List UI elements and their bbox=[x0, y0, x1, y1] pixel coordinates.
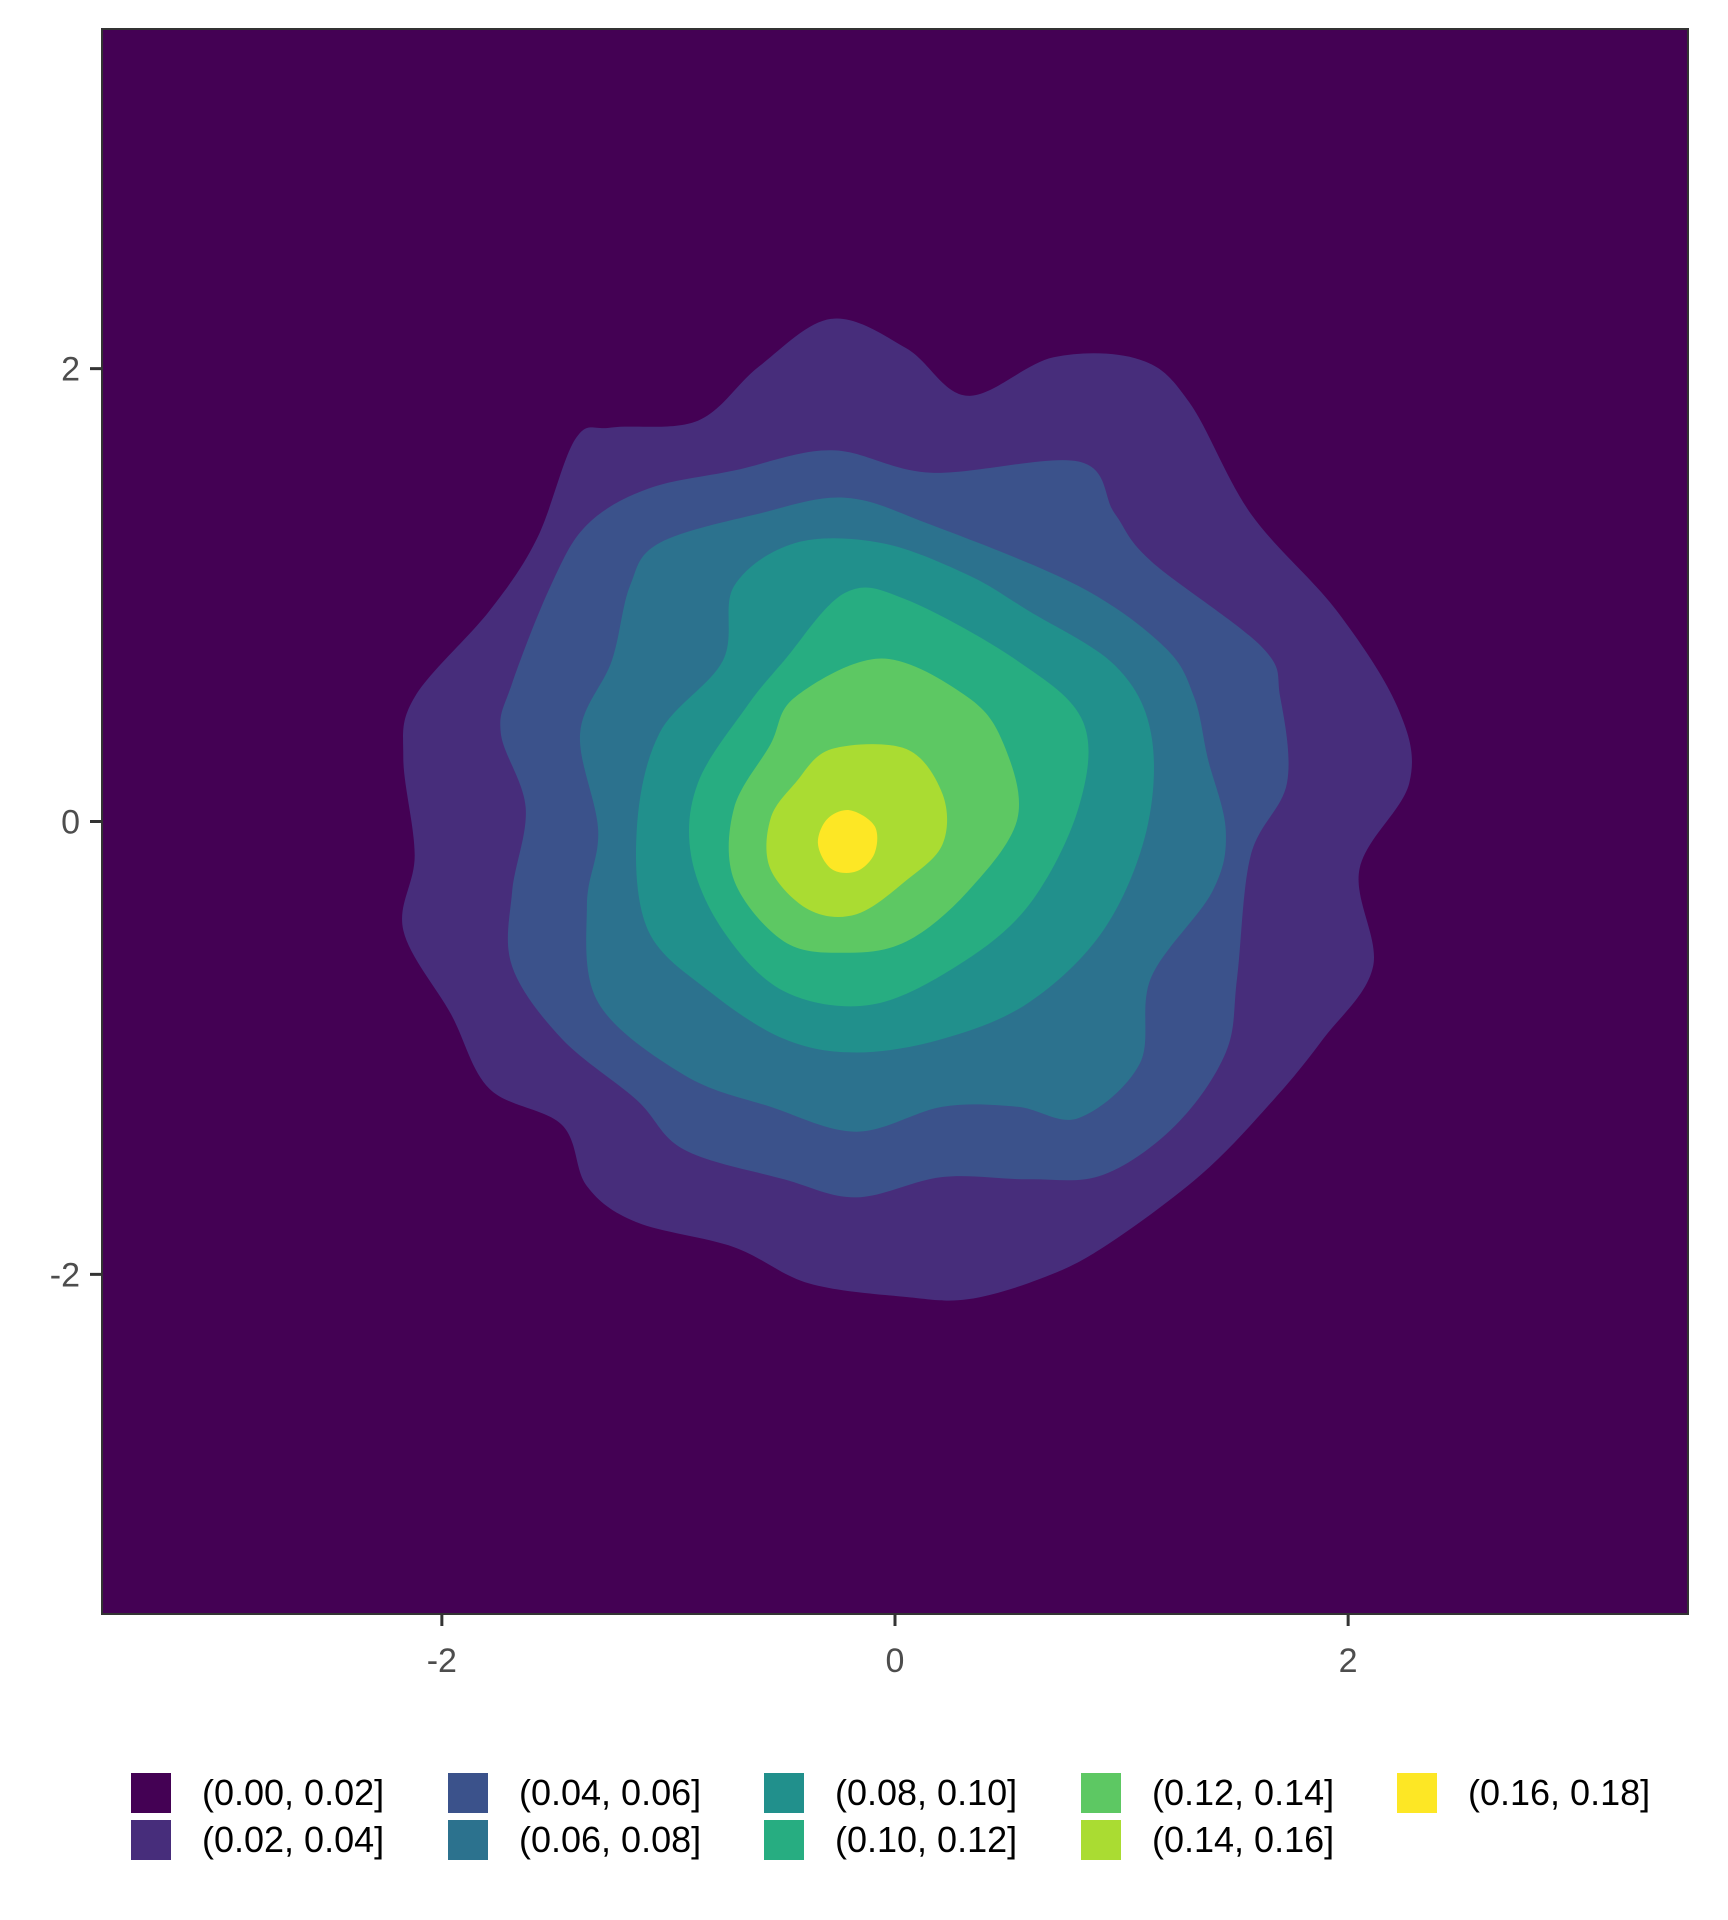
x-tick-label: -2 bbox=[427, 1642, 457, 1680]
legend-label: (0.06, 0.08] bbox=[519, 1819, 702, 1860]
legend-label: (0.08, 0.10] bbox=[835, 1772, 1018, 1813]
legend-item: (0.06, 0.08] bbox=[448, 1820, 701, 1860]
y-axis: -2 0 2 bbox=[50, 351, 102, 1294]
y-tick-label: 0 bbox=[61, 804, 80, 842]
x-axis: -2 0 2 bbox=[427, 1614, 1358, 1680]
x-tick-label: 2 bbox=[1339, 1642, 1358, 1680]
legend-item: (0.00, 0.02] bbox=[131, 1773, 384, 1813]
y-tick-label: 2 bbox=[61, 351, 80, 389]
x-tick-label: 0 bbox=[886, 1642, 905, 1680]
legend-item: (0.08, 0.10] bbox=[764, 1773, 1017, 1813]
y-tick-label: -2 bbox=[50, 1256, 80, 1294]
legend-label: (0.16, 0.18] bbox=[1468, 1772, 1651, 1813]
contour-chart: -2 0 2 -2 0 2 bbox=[50, 28, 1689, 1680]
legend-label: (0.12, 0.14] bbox=[1152, 1772, 1335, 1813]
legend: (0.00, 0.02] (0.02, 0.04] (0.04, 0.06] (0.0… bbox=[0, 1773, 1728, 1863]
legend-key bbox=[131, 1773, 171, 1813]
legend-key bbox=[131, 1820, 171, 1860]
legend-key bbox=[1081, 1820, 1121, 1860]
legend-item: (0.04, 0.06] bbox=[448, 1773, 701, 1813]
legend-label: (0.00, 0.02] bbox=[202, 1772, 385, 1813]
legend-item: (0.12, 0.14] bbox=[1081, 1773, 1334, 1813]
legend-key bbox=[764, 1820, 804, 1860]
legend-label: (0.02, 0.04] bbox=[202, 1819, 385, 1860]
contour-band-0.16-0.18 bbox=[817, 810, 878, 873]
legend-item: (0.16, 0.18] bbox=[1397, 1773, 1650, 1813]
legend-key bbox=[448, 1773, 488, 1813]
legend-key bbox=[448, 1820, 488, 1860]
legend-key bbox=[1081, 1773, 1121, 1813]
legend-label: (0.04, 0.06] bbox=[519, 1772, 702, 1813]
legend-key bbox=[764, 1773, 804, 1813]
legend-item: (0.02, 0.04] bbox=[131, 1820, 384, 1860]
legend-label: (0.14, 0.16] bbox=[1152, 1819, 1335, 1860]
legend-label: (0.10, 0.12] bbox=[835, 1819, 1018, 1860]
contour-bands bbox=[402, 318, 1412, 1301]
legend-key bbox=[1397, 1773, 1437, 1813]
legend-item: (0.10, 0.12] bbox=[764, 1820, 1017, 1860]
legend-item: (0.14, 0.16] bbox=[1081, 1820, 1334, 1860]
